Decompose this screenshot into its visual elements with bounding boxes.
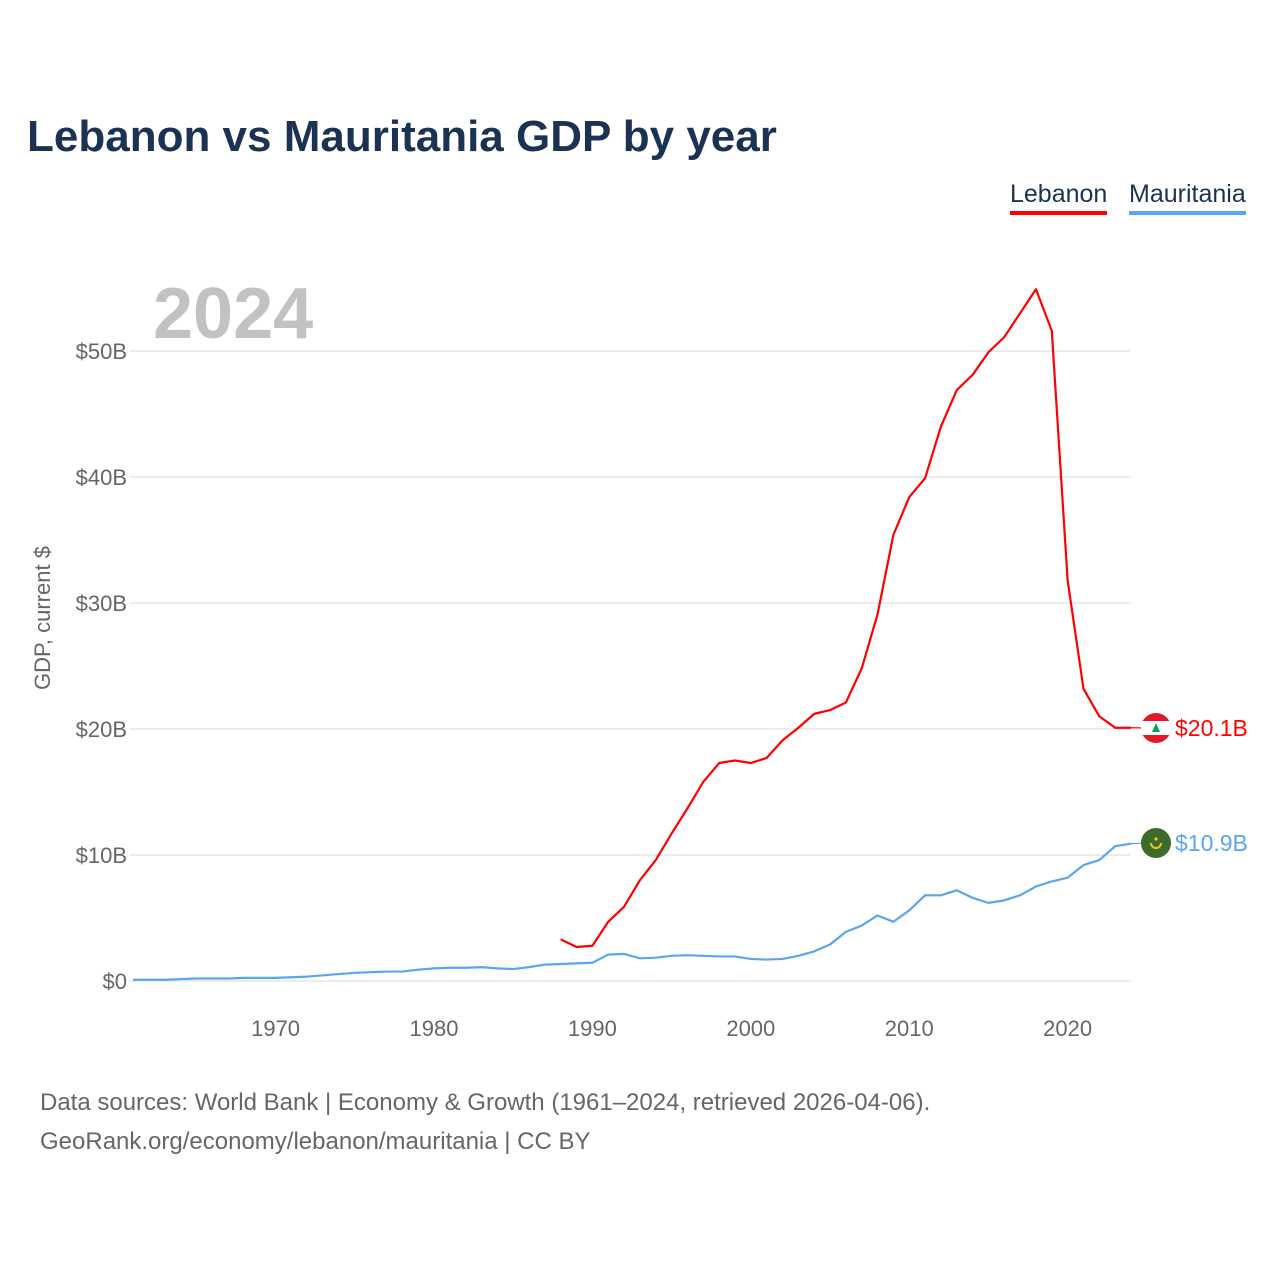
data-source-text: Data sources: World Bank | Economy & Gro… — [40, 1089, 931, 1116]
chart-title: Lebanon vs Mauritania GDP by year — [27, 112, 777, 161]
x-tick-label: 1990 — [568, 1016, 617, 1041]
y-tick-label: $10B — [76, 843, 127, 868]
series-line-mauritania — [133, 842, 1132, 981]
star-icon — [1154, 837, 1158, 841]
crescent-icon — [1150, 842, 1162, 849]
end-value-label-lebanon: $20.1B — [1175, 715, 1248, 741]
footer: Data sources: World Bank | Economy & Gro… — [40, 1083, 930, 1161]
mauritania-flag-icon — [1141, 828, 1171, 858]
y-tick-label: $20B — [76, 717, 127, 742]
x-tick-label: 1980 — [410, 1016, 459, 1041]
year-watermark: 2024 — [153, 274, 313, 354]
cedar-icon — [1152, 723, 1160, 732]
source-link[interactable]: GeoRank.org/economy/lebanon/mauritania |… — [40, 1128, 591, 1155]
legend-mauritania[interactable]: Mauritania — [1129, 180, 1246, 215]
end-value-label-mauritania: $10.9B — [1175, 830, 1248, 856]
flag-stripe — [1141, 735, 1171, 743]
series-line-lebanon — [560, 288, 1131, 949]
x-tick-label: 2000 — [726, 1016, 775, 1041]
y-tick-label: $50B — [76, 339, 127, 364]
y-axis-label: GDP, current $ — [30, 546, 55, 690]
x-tick-label: 2020 — [1043, 1016, 1092, 1041]
x-tick-label: 1970 — [251, 1016, 300, 1041]
x-tick-label: 2010 — [885, 1016, 934, 1041]
y-tick-label: $30B — [76, 591, 127, 616]
flag-stripe — [1141, 713, 1171, 721]
legend-lebanon[interactable]: Lebanon — [1010, 180, 1108, 215]
y-tick-label: $0 — [103, 969, 127, 994]
y-tick-label: $40B — [76, 465, 127, 490]
